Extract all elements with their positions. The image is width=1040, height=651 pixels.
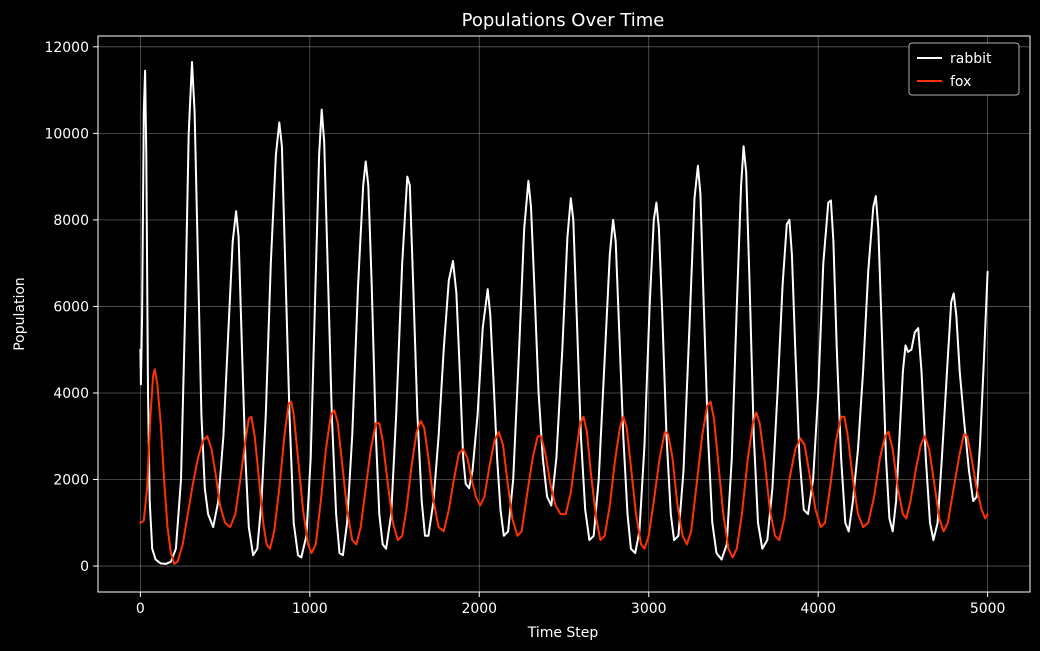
- y-tick-label: 4000: [53, 386, 89, 402]
- y-tick-label: 8000: [53, 213, 89, 229]
- legend: rabbit fox: [908, 42, 1020, 96]
- y-tick-label: 0: [80, 559, 89, 575]
- x-tick-label: 4000: [800, 601, 836, 617]
- y-tick-label: 10000: [44, 126, 89, 142]
- plot-frame: [97, 35, 1031, 593]
- x-tick-label: 1000: [292, 601, 328, 617]
- x-axis-label: Time Step: [527, 625, 599, 641]
- y-tick-label: 12000: [44, 40, 89, 56]
- y-axis-label: Population: [12, 277, 28, 351]
- series-line-fox: [139, 368, 989, 565]
- legend-fox-label: fox: [950, 74, 971, 90]
- y-tick-label: 6000: [53, 299, 89, 315]
- x-tick-label: 0: [136, 601, 145, 617]
- series-layer: [139, 61, 989, 565]
- chart-title: Populations Over Time: [462, 10, 665, 31]
- ticks: 0 1000 2000 3000 4000 5000 0 2000 4000 6000 8000 10…: [44, 40, 1005, 617]
- x-tick-label: 5000: [970, 601, 1006, 617]
- legend-rabbit-label: rabbit: [950, 51, 992, 67]
- x-tick-label: 2000: [461, 601, 497, 617]
- series-line-rabbit: [139, 61, 989, 565]
- x-tick-label: 3000: [631, 601, 667, 617]
- y-tick-label: 2000: [53, 473, 89, 489]
